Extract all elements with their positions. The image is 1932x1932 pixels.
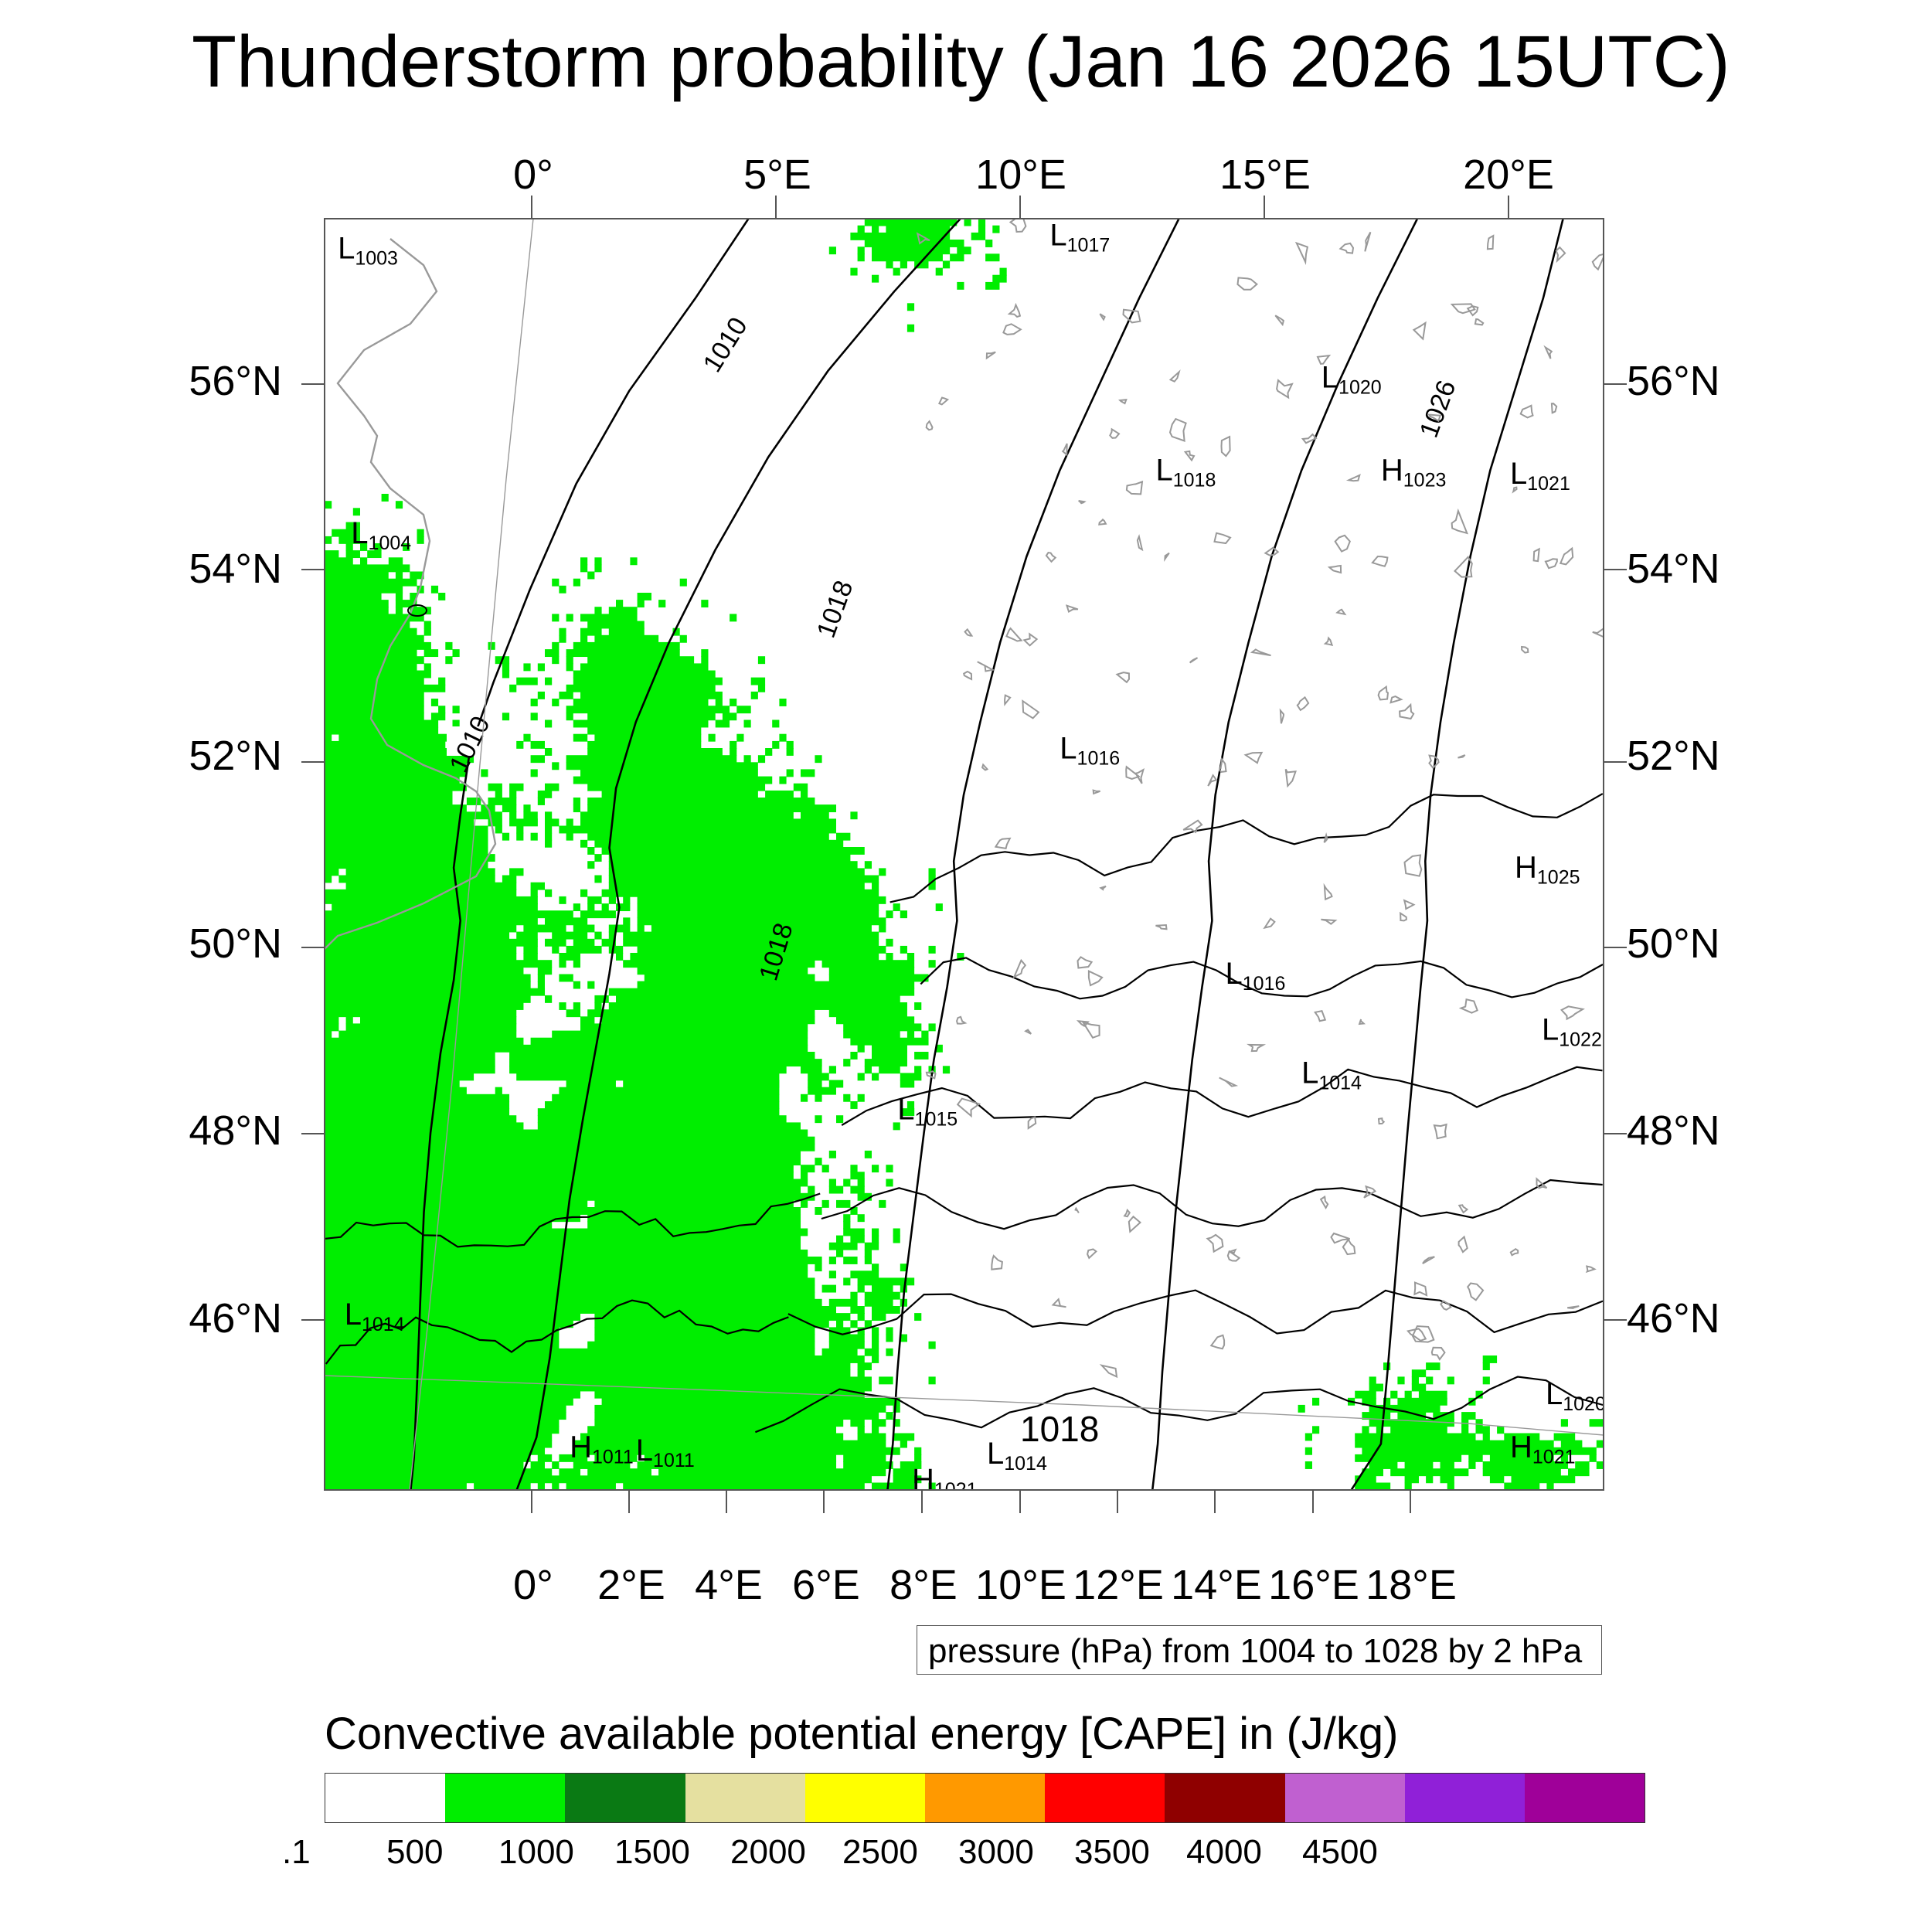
svg-text:L1016: L1016: [1060, 732, 1120, 770]
svg-text:L1016: L1016: [1226, 957, 1286, 995]
svg-text:L1017: L1017: [1049, 218, 1110, 256]
svg-text:L1003: L1003: [338, 231, 398, 269]
svg-text:1026: 1026: [1414, 376, 1462, 441]
svg-text:L1014: L1014: [1301, 1056, 1362, 1094]
svg-text:1018: 1018: [811, 577, 859, 641]
svg-text:L1022: L1022: [1542, 1013, 1602, 1051]
svg-text:L1020: L1020: [1546, 1377, 1606, 1415]
svg-text:L1021: L1021: [1510, 457, 1570, 495]
svg-text:H1023: H1023: [1381, 454, 1447, 492]
svg-text:L1004: L1004: [351, 516, 411, 554]
svg-text:H1025: H1025: [1515, 851, 1580, 889]
svg-text:1018: 1018: [1020, 1409, 1099, 1449]
svg-text:L1015: L1015: [897, 1093, 957, 1131]
svg-text:L1020: L1020: [1321, 361, 1382, 399]
svg-text:L1018: L1018: [1156, 454, 1216, 492]
